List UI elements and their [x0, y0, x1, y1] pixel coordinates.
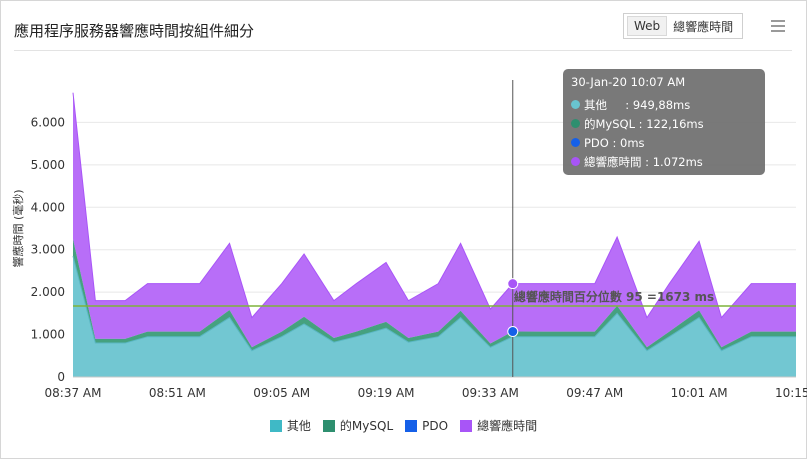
- legend-item-mysql[interactable]: 的MySQL: [322, 417, 394, 434]
- tooltip-row-value: 0ms: [620, 135, 645, 150]
- legend-swatch-icon: [460, 419, 473, 432]
- y-tick-label: 3.000: [31, 243, 65, 257]
- x-tick-label: 08:37 AM: [45, 386, 102, 400]
- tooltip-row: 總響應時間 : 1.072ms: [571, 152, 757, 171]
- line-other: [72, 255, 796, 352]
- legend-label: 其他: [286, 419, 311, 433]
- x-tick-label: 09:19 AM: [358, 386, 415, 400]
- view-toggle[interactable]: Web 總響應時間: [623, 13, 744, 39]
- tooltip-row-name: 總響應時間: [584, 154, 642, 169]
- x-tick-label: 09:05 AM: [253, 386, 310, 400]
- tooltip-dot-icon: [571, 138, 580, 147]
- tooltip-dot-icon: [571, 119, 580, 128]
- legend-swatch-icon: [269, 419, 282, 432]
- tooltip-row-name: PDO: [584, 135, 609, 150]
- y-tick-label: 4.000: [31, 200, 65, 214]
- y-tick-label: 0: [57, 370, 65, 384]
- legend-label: 的MySQL: [339, 419, 394, 433]
- tooltip-dot-icon: [571, 157, 580, 166]
- percentile-label: 總響應時間百分位數 95 =1673 ms: [514, 289, 714, 304]
- chart-title: 應用程序服務器響應時間按組件細分: [14, 22, 255, 40]
- tooltip-sep: :: [641, 154, 653, 169]
- tooltip-row: 其他 : 949,88ms: [571, 95, 757, 114]
- tooltip-row: PDO : 0ms: [571, 133, 757, 152]
- tooltip-sep: :: [607, 97, 633, 112]
- toggle-total-response[interactable]: 總響應時間: [673, 19, 734, 34]
- tooltip-row: 的MySQL : 122,16ms: [571, 114, 757, 133]
- legend: 其他 的MySQL PDO 總響應時間: [0, 417, 807, 434]
- tooltip-time: 30-Jan-20 10:07 AM: [571, 75, 686, 89]
- tooltip-sep: :: [635, 116, 647, 131]
- x-tick-label: 09:33 AM: [462, 386, 519, 400]
- hamburger-menu-icon[interactable]: [771, 20, 785, 32]
- legend-label: 總響應時間: [477, 419, 538, 433]
- hover-tooltip: 30-Jan-20 10:07 AM 其他 : 949,88ms 的MySQL …: [563, 69, 765, 175]
- tooltip-dot-icon: [571, 100, 580, 109]
- tooltip-row-name: 其他: [584, 97, 607, 112]
- area-total-response: [73, 92, 796, 348]
- x-tick-label: 10:15 AM: [775, 386, 807, 400]
- tooltip-row-name: 的MySQL: [584, 116, 635, 131]
- line-total-response: [72, 92, 796, 319]
- x-tick-label: 08:51 AM: [149, 386, 206, 400]
- y-axis-label: 響應時間 (毫秒): [11, 189, 25, 267]
- tooltip-row-value: 122,16ms: [646, 116, 704, 131]
- x-tick-label: 10:01 AM: [671, 386, 728, 400]
- header-divider: [14, 50, 792, 51]
- legend-swatch-icon: [405, 419, 418, 432]
- y-tick-label: 1.000: [31, 328, 65, 342]
- legend-item-other[interactable]: 其他: [269, 417, 311, 434]
- tooltip-row-value: 949,88ms: [632, 97, 691, 112]
- area-other: [73, 256, 796, 377]
- tooltip-sep: :: [608, 135, 621, 150]
- y-tick-label: 2.000: [31, 285, 65, 299]
- hover-marker-pdo: [507, 326, 519, 338]
- legend-swatch-icon: [322, 419, 335, 432]
- hover-marker-total: [507, 278, 519, 290]
- toggle-web[interactable]: Web: [627, 16, 668, 36]
- legend-item-pdo[interactable]: PDO: [405, 417, 448, 434]
- y-tick-label: 6.000: [31, 115, 65, 129]
- legend-label: PDO: [422, 418, 449, 433]
- tooltip-row-value: 1.072ms: [652, 154, 703, 169]
- y-tick-label: 5.000: [31, 158, 65, 172]
- legend-item-total[interactable]: 總響應時間: [460, 417, 537, 434]
- x-tick-label: 09:47 AM: [566, 386, 623, 400]
